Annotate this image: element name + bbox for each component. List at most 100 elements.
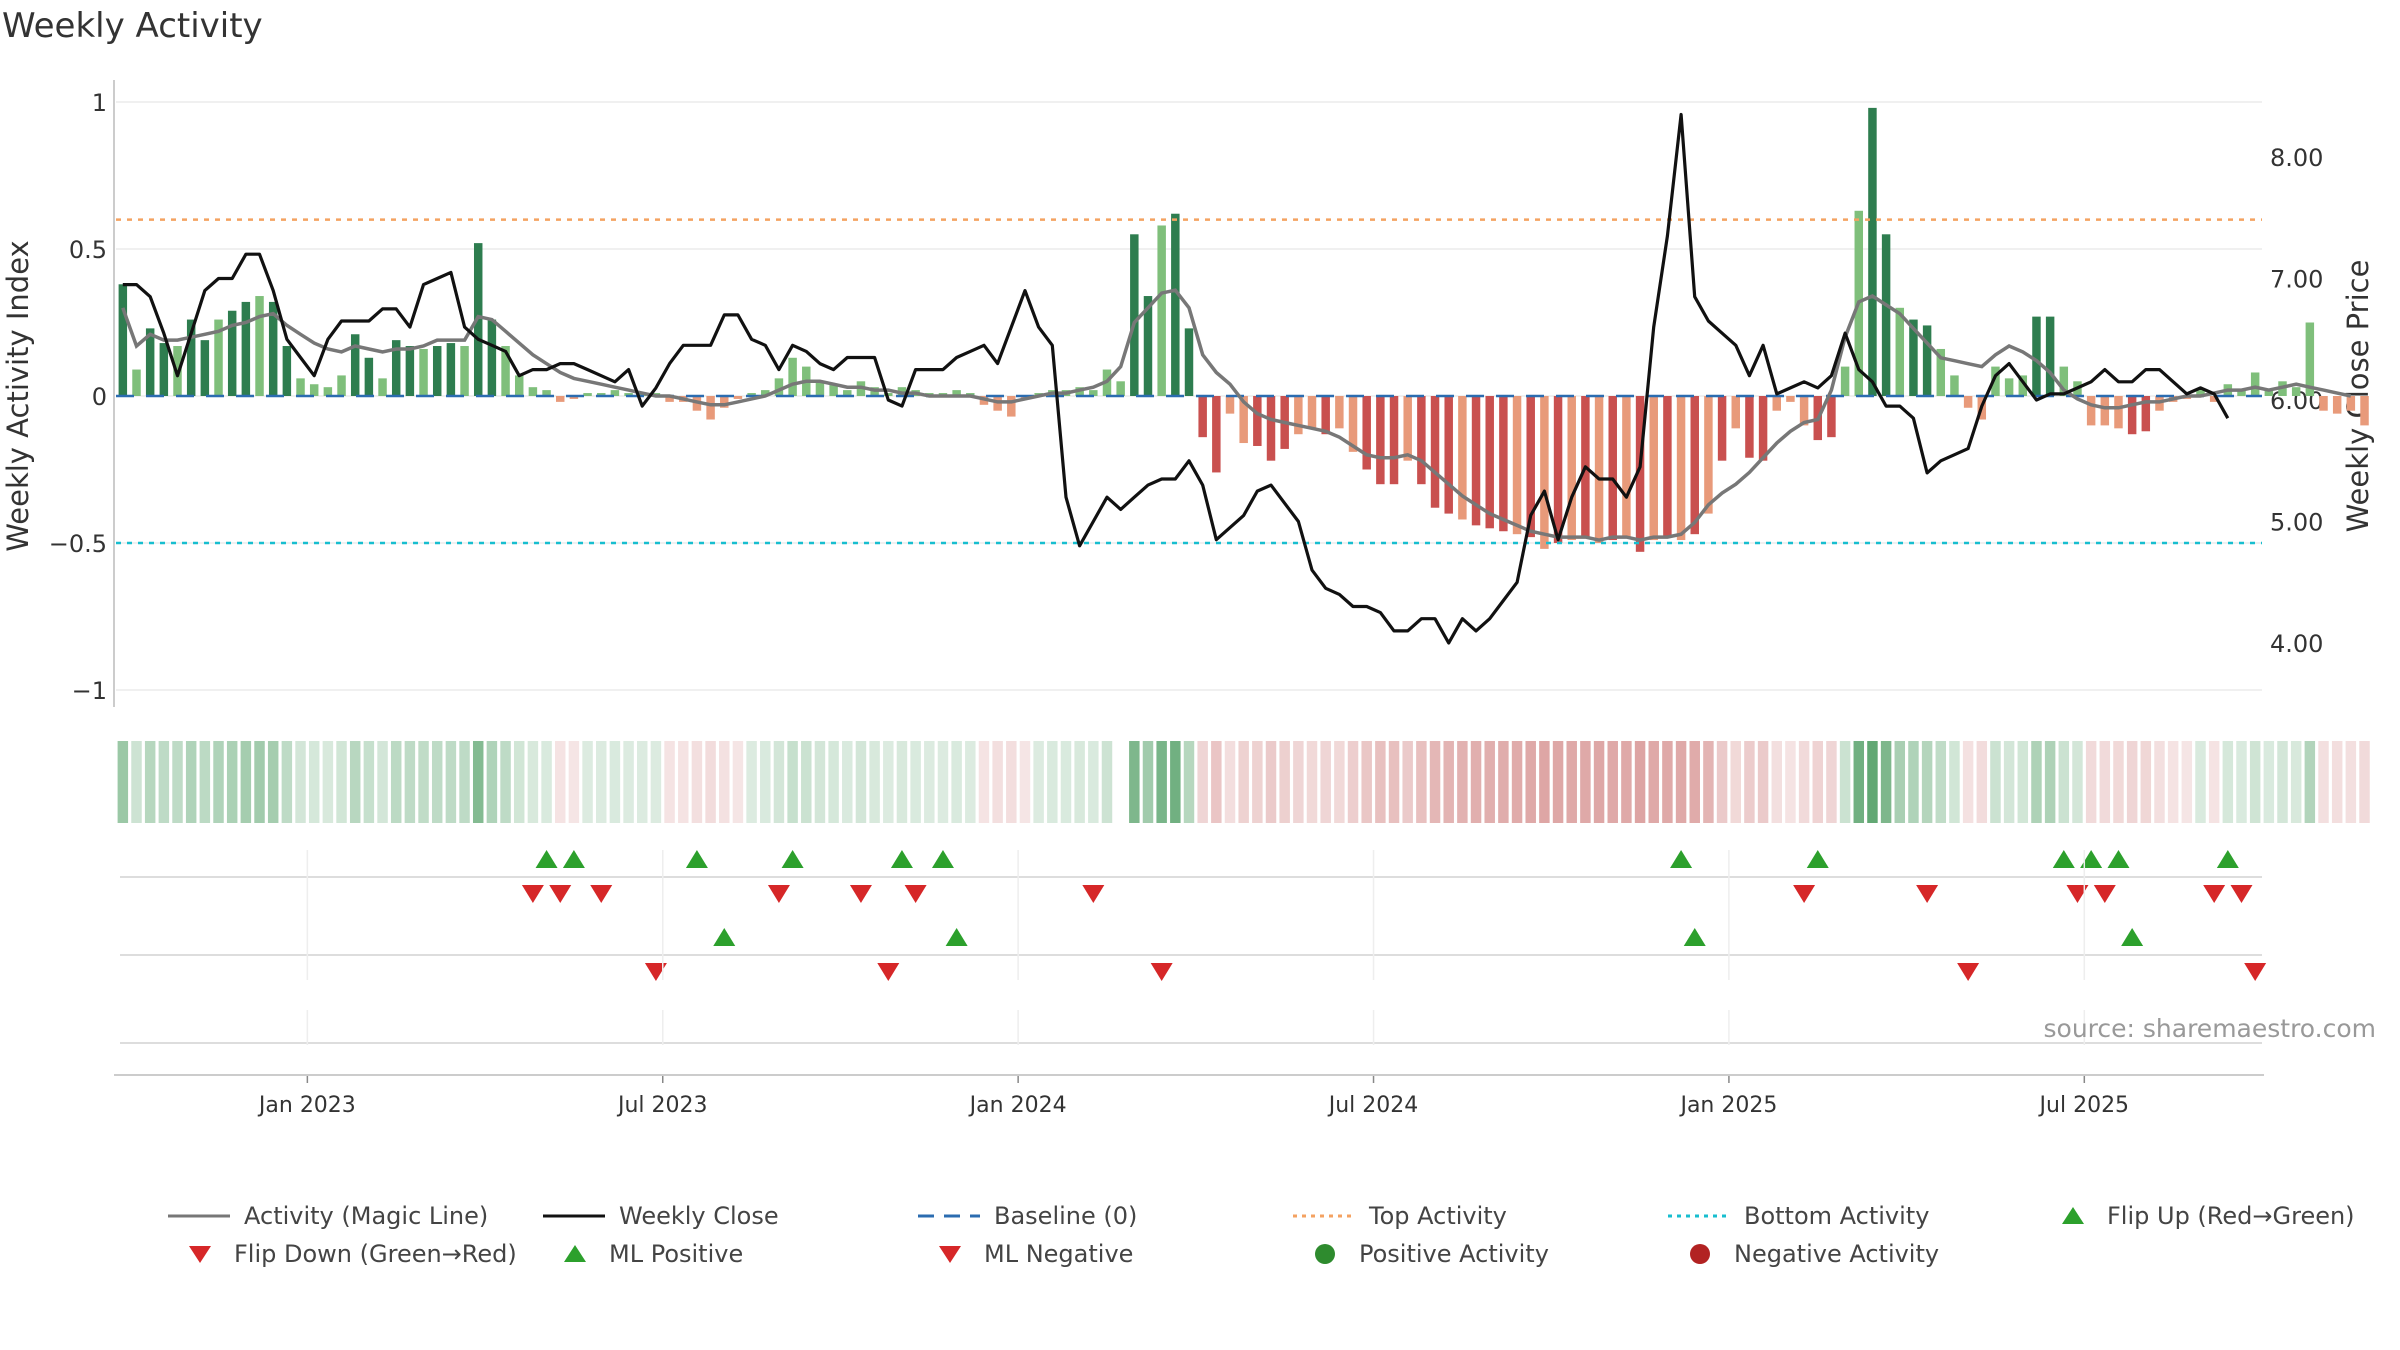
heat-strip-cell <box>1634 741 1646 823</box>
heat-strip-cell <box>1771 741 1782 823</box>
heat-strip-cell <box>1306 741 1318 823</box>
heat-strip-cell <box>500 741 511 823</box>
heat-strip-cell <box>869 741 880 823</box>
flip-up-marker <box>2080 850 2103 868</box>
heat-strip-cell <box>1347 741 1359 823</box>
heat-strip-cell <box>978 741 990 823</box>
heat-strip-cell <box>117 741 129 823</box>
activity-bar <box>1143 296 1153 396</box>
activity-bar <box>241 301 251 396</box>
flip-up-marker <box>781 850 804 868</box>
activity-bar <box>2032 316 2041 396</box>
heat-strip-cell <box>377 741 388 823</box>
activity-bar <box>419 348 428 396</box>
heat-strip-cell <box>1607 741 1618 823</box>
legend-item-bottom-activity: Bottom Activity <box>1668 1202 1929 1230</box>
heat-strip-cell <box>1047 741 1058 823</box>
activity-bar <box>1731 396 1740 429</box>
activity-bar <box>2305 322 2315 396</box>
heat-strip-cell <box>295 741 306 823</box>
activity-bar <box>1157 225 1166 396</box>
heat-strip-cell <box>760 741 771 823</box>
activity-bar <box>1485 396 1494 529</box>
flip-up-marker <box>1683 928 1706 946</box>
heat-strip-cell <box>1552 741 1564 823</box>
activity-bar <box>1184 328 1194 396</box>
chart-title: Weekly Activity <box>2 6 263 46</box>
heat-strip-cell <box>1293 741 1304 823</box>
heat-strip-cell <box>1183 741 1195 823</box>
legend-label: Weekly Close <box>619 1202 779 1230</box>
activity-bar <box>610 390 620 396</box>
line-black-icon <box>543 1214 605 1218</box>
flip-down-marker <box>590 885 613 903</box>
y-tick-label-right: 5.00 <box>2270 509 2323 537</box>
heat-strip-cell <box>336 741 347 823</box>
heat-strip-cell <box>418 741 429 823</box>
activity-bar <box>2332 396 2342 414</box>
legend-item-weekly-close: Weekly Close <box>543 1202 779 1230</box>
activity-bar <box>2141 396 2151 432</box>
activity-bar <box>2237 390 2246 396</box>
heat-strip-cell <box>1402 741 1413 823</box>
y-axis-label-left: Weekly Activity Index <box>1 240 35 551</box>
x-tick-label: Jul 2023 <box>616 1093 708 1118</box>
activity-bar <box>733 396 743 399</box>
heat-strip-cell <box>349 741 361 823</box>
activity-bar <box>1335 396 1344 429</box>
heat-strip-cell <box>199 741 211 823</box>
heat-strip-cell <box>2331 741 2343 823</box>
dash-blue-icon <box>918 1214 980 1218</box>
heat-strip-cell <box>1798 741 1810 823</box>
magic-line-series <box>121 288 2352 542</box>
heat-strip-cell <box>2058 741 2070 823</box>
activity-bar <box>1403 396 1412 461</box>
x-tick-label: Jan 2025 <box>1678 1093 1777 1118</box>
activity-bar <box>159 343 169 396</box>
legend-label: Activity (Magic Line) <box>244 1202 489 1230</box>
activity-bar <box>829 384 838 396</box>
heat-strip-cell <box>390 741 402 823</box>
flip-up-marker <box>2107 850 2130 868</box>
heat-strip-cell <box>1539 741 1550 823</box>
legend-item-negative-activity: Negative Activity <box>1680 1240 1939 1268</box>
flip-down-marker <box>2244 963 2267 981</box>
heat-strip-cell <box>2318 741 2329 823</box>
activity-bar <box>2291 387 2301 396</box>
activity-bar <box>569 396 579 399</box>
heat-strip-cell <box>937 741 949 823</box>
flip-down-marker <box>644 963 667 981</box>
heat-strip-cell <box>1033 741 1044 823</box>
heat-strip-cell <box>2140 741 2152 823</box>
heat-strip-cell <box>664 741 675 823</box>
heat-strip-cell <box>2304 741 2316 823</box>
activity-bar <box>391 340 401 396</box>
heat-strip-cell <box>1457 741 1468 823</box>
heat-strip-cell <box>541 741 552 823</box>
activity-bar <box>1417 396 1426 485</box>
activity-bar <box>1389 396 1399 485</box>
heat-strip-cell <box>1703 741 1714 823</box>
flip-down-marker <box>767 885 790 903</box>
heat-strip-cell <box>1757 741 1769 823</box>
heat-strip-cell <box>1839 741 1851 823</box>
activity-bar <box>1690 396 1699 535</box>
legend-item-magic-line: Activity (Magic Line) <box>168 1202 488 1230</box>
activity-bar <box>1758 396 1768 461</box>
legend-item-ml-positive: ML Positive <box>555 1240 743 1268</box>
flip-up-marker <box>2121 928 2144 946</box>
line-gray-icon <box>168 1214 230 1218</box>
activity-bar <box>1594 396 1604 543</box>
y-tick-label-left: 0 <box>92 383 107 411</box>
activity-bar <box>132 369 141 396</box>
heat-strip-cell <box>1074 741 1085 823</box>
activity-bar <box>2264 390 2274 396</box>
heat-strip-cell <box>486 741 498 823</box>
heat-strip-cell <box>1853 741 1865 823</box>
activity-bar <box>1253 396 1262 446</box>
legend-item-ml-negative: ML Negative <box>930 1240 1133 1268</box>
heat-strip-cell <box>828 741 839 823</box>
flip-down-marker <box>549 885 572 903</box>
triangle-up-green-icon <box>564 1245 586 1262</box>
heat-strip-cell <box>185 741 197 823</box>
